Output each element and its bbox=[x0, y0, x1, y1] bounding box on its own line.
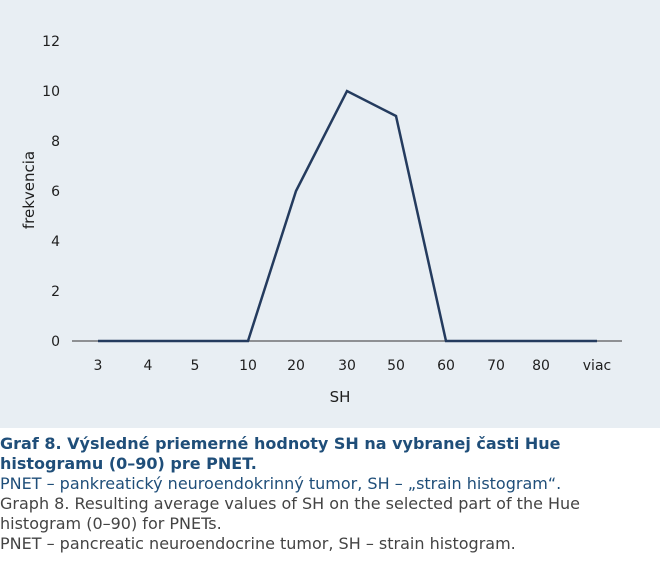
x-tick-label: 10 bbox=[239, 358, 257, 374]
x-tick-label: viac bbox=[583, 358, 611, 374]
figure-caption: Graf 8. Výsledné priemerné hodnoty SH na… bbox=[0, 434, 660, 554]
x-tick-label: 70 bbox=[487, 358, 505, 374]
y-tick-label: 2 bbox=[51, 284, 60, 300]
line-chart: 0 2 4 6 8 10 12 3 4 5 10 20 30 50 60 70 80 viac SH frekv… bbox=[20, 34, 622, 406]
caption-abbreviations-en: PNET – pancreatic neuroendocrine tumor, … bbox=[0, 534, 516, 553]
caption-title-en: Graph 8. Resulting average values of SH … bbox=[0, 494, 581, 533]
y-tick-label: 12 bbox=[42, 34, 60, 50]
x-tick-label: 60 bbox=[437, 358, 455, 374]
y-tick-label: 4 bbox=[51, 234, 60, 250]
series-line bbox=[98, 89, 597, 343]
x-axis-ticks: 3 4 5 10 20 30 50 60 70 80 viac bbox=[94, 358, 612, 374]
caption-title: Graf 8. Výsledné priemerné hodnoty SH na… bbox=[0, 434, 561, 473]
y-tick-label: 6 bbox=[51, 184, 60, 200]
caption-abbreviations-sk: PNET – pankreatický neuroendokrinný tumo… bbox=[0, 474, 562, 493]
x-tick-label: 50 bbox=[387, 358, 405, 374]
x-tick-label: 80 bbox=[532, 358, 550, 374]
x-axis-title: SH bbox=[330, 388, 351, 406]
y-axis-ticks: 0 2 4 6 8 10 12 bbox=[42, 34, 60, 350]
x-tick-label: 30 bbox=[338, 358, 356, 374]
x-tick-label: 4 bbox=[144, 358, 153, 374]
x-tick-label: 5 bbox=[191, 358, 200, 374]
y-tick-label: 10 bbox=[42, 84, 60, 100]
x-tick-label: 20 bbox=[287, 358, 305, 374]
chart-panel: 0 2 4 6 8 10 12 3 4 5 10 20 30 50 60 70 80 viac SH frekv… bbox=[0, 0, 660, 428]
y-axis-title: frekvencia bbox=[20, 151, 38, 229]
y-tick-label: 8 bbox=[51, 134, 60, 150]
y-tick-label: 0 bbox=[51, 334, 60, 350]
x-tick-label: 3 bbox=[94, 358, 103, 374]
